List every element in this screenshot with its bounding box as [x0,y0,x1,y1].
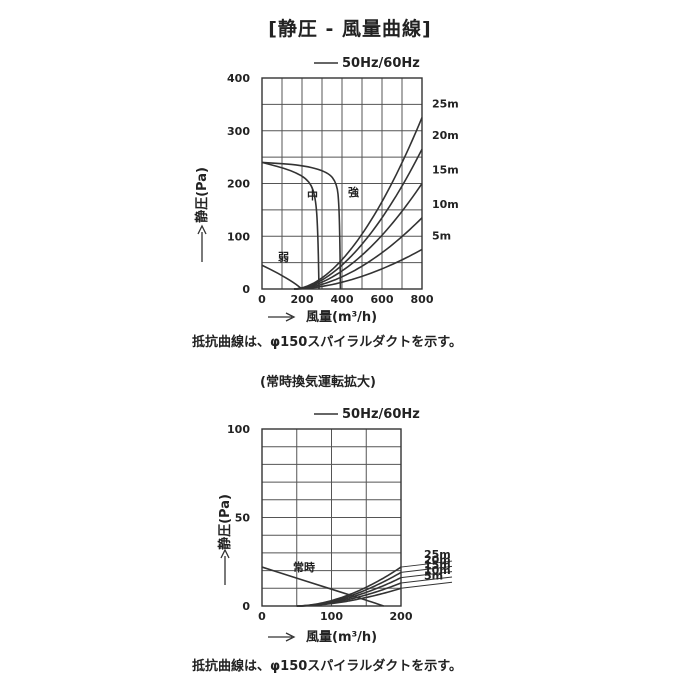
fan-curve-label: 弱 [278,251,289,264]
fan-curve-強 [261,161,342,290]
legend-label: 50Hz/60Hz [342,56,420,71]
x-tick-label: 800 [411,293,434,306]
fan-curve-常時 [261,566,384,607]
fan-curve-弱 [261,264,303,290]
y-tick-label: 0 [242,283,250,296]
resistance-curve-20m [293,148,423,290]
x-tick-label: 100 [320,610,343,623]
chart-enlarged: (常時換気運転拡大) 50Hz/60Hz 0 100 200 0 50 100 25m20m15… [192,374,462,674]
resistance-curve-5m [296,587,402,607]
x-axis-label: 風量(m³/h) [306,630,377,645]
resistance-label: 25m [424,548,451,561]
resistance-label: 10m [424,564,451,577]
fan-curve-label: 中 [307,188,318,202]
y-tick-label: 100 [227,423,250,436]
x-tick-label: 0 [258,293,266,306]
x-tick-label: 400 [331,293,354,306]
x-tick-label: 600 [371,293,394,306]
resistance-label: 15m [424,559,451,572]
x-tick-label: 200 [390,610,413,623]
y-axis-label: 静圧(Pa) [217,494,233,550]
resistance-label: 5m [424,569,443,582]
y-tick-label: 400 [227,72,250,85]
resistance-label: 15m [432,164,459,177]
resistance-label-leader [400,565,453,573]
chart-subtitle: (常時換気運転拡大) [260,374,376,390]
chart-note: 抵抗曲線は、φ150スパイラルダクトを示す。 [192,334,462,350]
plot-frame [261,428,402,607]
y-tick-label: 100 [227,230,250,243]
x-tick-label: 0 [258,610,266,623]
x-axis-label: 風量(m³/h) [306,310,377,325]
resistance-label: 20m [424,553,451,566]
chart-note: 抵抗曲線は、φ150スパイラルダクトを示す。 [192,658,462,674]
resistance-label-leader [400,560,453,568]
fan-curve-label: 常時 [293,560,315,574]
fan-curve-label: 強 [348,185,359,199]
resistance-label-leader [400,576,453,584]
chart-main: 50Hz/60Hz 0 200 400 600 800 0 100 200 300 400 25m 20… [192,56,462,350]
resistance-curve-15m [293,183,423,290]
resistance-label: 10m [432,198,459,211]
resistance-label-leader [400,571,453,579]
arrow-head-icon [197,224,207,235]
legend: 50Hz/60Hz [314,56,420,71]
resistance-curve-5m [293,248,423,290]
resistance-label: 25m [432,98,459,111]
x-tick-label: 200 [291,293,314,306]
y-tick-label: 50 [235,512,251,525]
resistance-curve-10m [293,217,423,290]
resistance-curve-25m [293,117,423,290]
legend-label: 50Hz/60Hz [342,407,420,422]
fan-curve-中 [261,161,320,290]
resistance-label-leader [400,581,453,589]
page-title: [静圧 - 風量曲線] [268,18,432,40]
y-tick-label: 300 [227,125,250,138]
arrow-head-icon [285,312,296,322]
y-tick-label: 200 [227,178,250,191]
resistance-label: 5m [432,229,451,242]
legend: 50Hz/60Hz [314,407,420,422]
resistance-label: 20m [432,129,459,142]
y-tick-label: 0 [242,600,250,613]
arrow-head-icon [285,632,296,642]
arrow-head-icon [220,548,230,559]
y-axis-label: 静圧(Pa) [194,167,210,223]
resistance-curve-15m [296,576,402,607]
